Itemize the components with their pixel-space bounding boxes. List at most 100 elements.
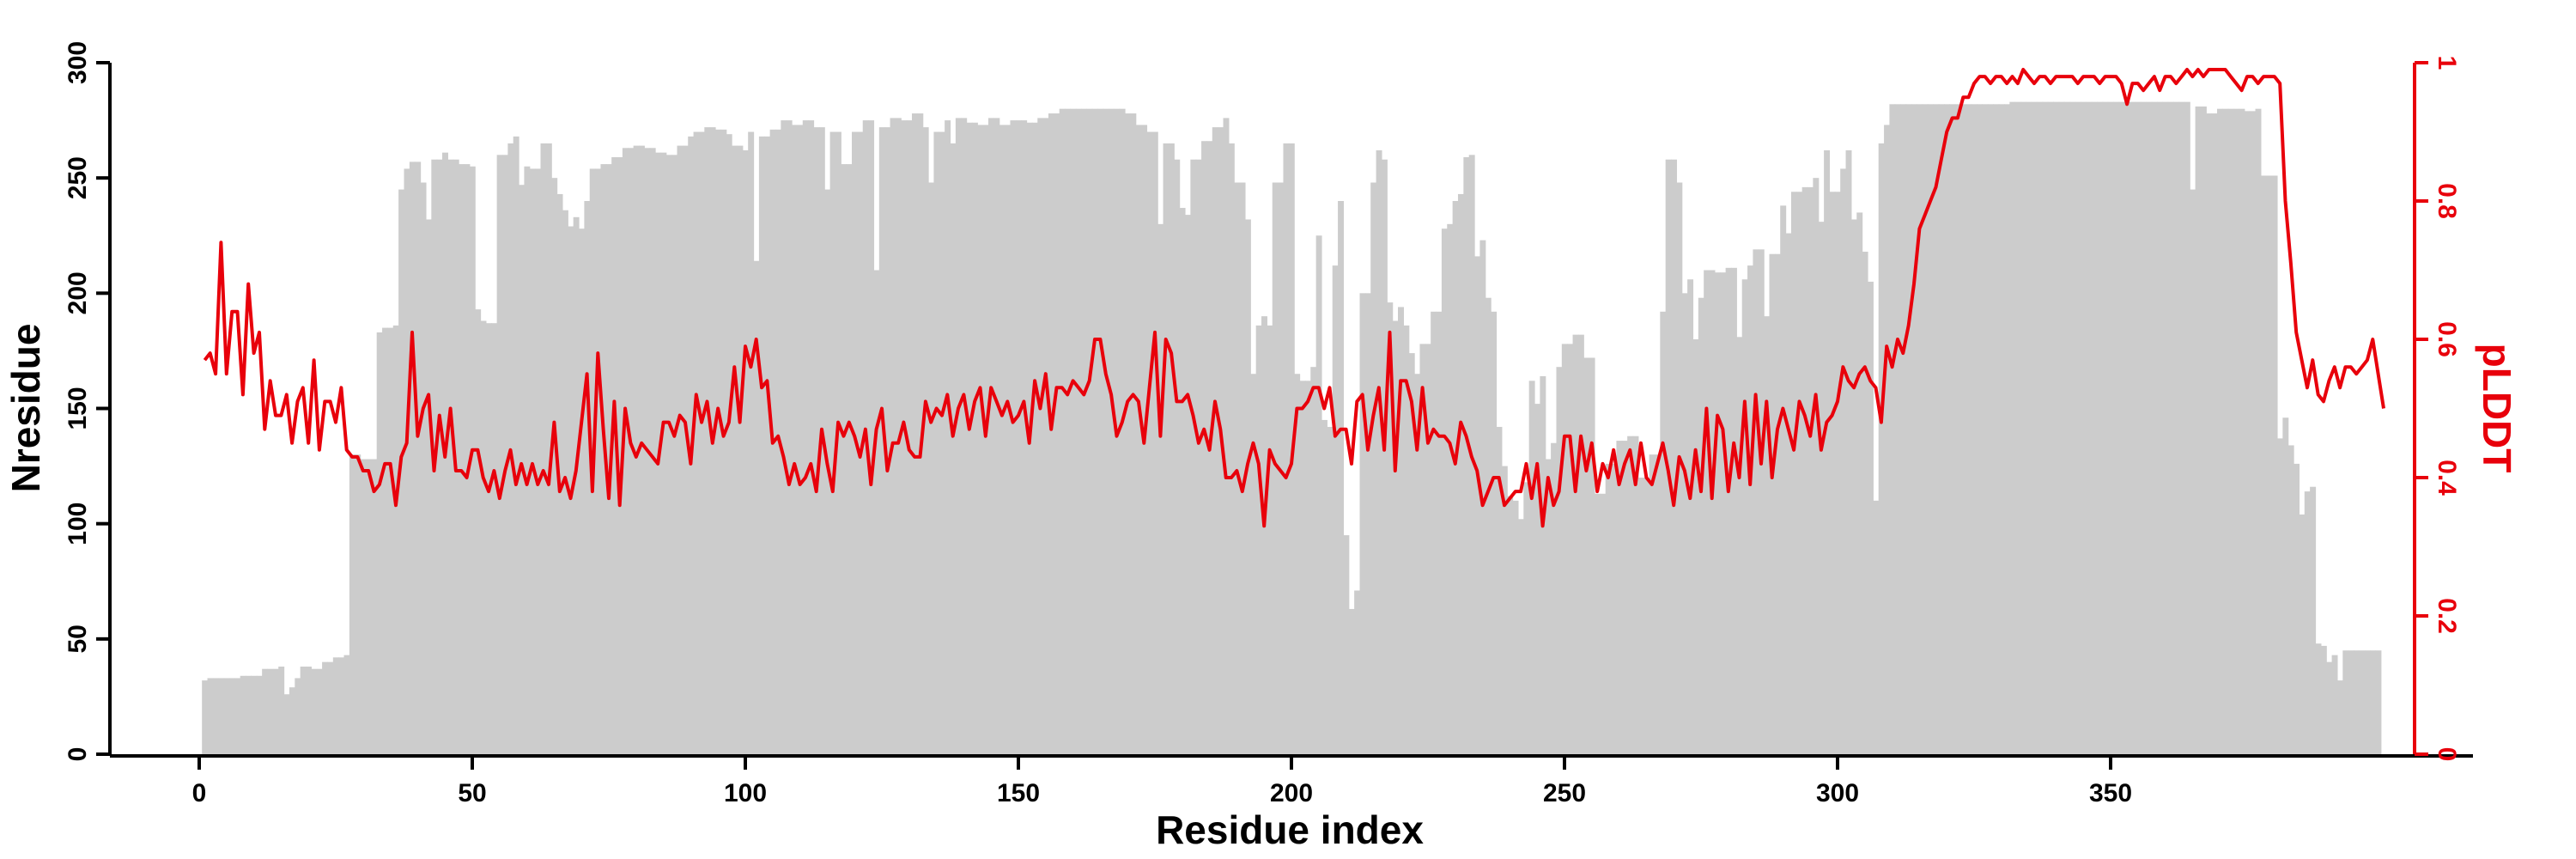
axes: 0 50 100 150 200 250 300 0 50 100 150 200 250 300 350 0…: [3, 41, 2519, 852]
nresidue-bar: [1212, 127, 1218, 754]
nresidue-bar: [496, 155, 503, 754]
nresidue-bar: [1190, 159, 1197, 754]
nresidue-bar: [1637, 478, 1644, 754]
nresidue-bar: [1005, 125, 1012, 754]
nresidue-bar: [1720, 272, 1727, 754]
x-tick-label: 50: [458, 779, 486, 807]
nresidue-bar: [2217, 108, 2223, 755]
nresidue-bar: [1338, 201, 1345, 754]
nresidue-bar: [2276, 438, 2283, 754]
nresidue-bar: [1561, 344, 1568, 754]
nresidue-bar: [365, 459, 372, 754]
nresidue-bar: [272, 668, 279, 754]
nresidue-bar: [1065, 108, 1072, 755]
nresidue-bar: [1457, 193, 1464, 754]
nresidue-bar: [2091, 101, 2098, 755]
plddt-line: [203, 68, 2385, 528]
nresidue-bar: [1736, 337, 1743, 754]
nresidue-bar: [1059, 108, 1066, 755]
nresidue-bar: [1954, 104, 1961, 755]
nresidue-bar: [338, 657, 345, 754]
nresidue-bar: [1654, 454, 1661, 754]
nresidue-bar: [1922, 104, 1929, 755]
nresidue-bar: [939, 131, 945, 754]
nresidue-bar: [1441, 228, 1448, 754]
nresidue-bar: [1021, 120, 1028, 754]
nresidue-bar: [1671, 159, 1677, 754]
nresidue-bar: [2310, 486, 2317, 754]
nresidue-bar: [1387, 302, 1394, 754]
nresidue-bar: [748, 131, 755, 754]
nresidue-bar: [524, 166, 531, 754]
nresidue-bar: [1927, 104, 1934, 755]
nresidue-bar: [1567, 344, 1574, 754]
nresidue-bar: [917, 113, 924, 754]
nresidue-bar: [311, 668, 318, 754]
nresidue-bar: [1611, 463, 1618, 754]
nresidue-bar: [982, 125, 989, 754]
nresidue-bar: [1507, 496, 1514, 754]
nresidue-bar: [1850, 219, 1857, 755]
nresidue-bar: [1179, 208, 1186, 755]
nresidue-bar: [1714, 272, 1721, 754]
nresidue-bar: [355, 454, 361, 754]
y2-tick-label: 0.8: [2433, 183, 2461, 219]
nresidue-bar: [1845, 149, 1852, 755]
nresidue-bar: [1086, 108, 1093, 755]
nresidue-bar: [835, 131, 841, 754]
nresidue-bar: [1698, 297, 1704, 754]
nresidue-bar: [720, 129, 727, 754]
nresidue-bar: [1130, 113, 1137, 754]
nresidue-bar: [551, 178, 558, 755]
nresidue-bar: [1960, 104, 1967, 755]
nresidue-bar: [1408, 353, 1415, 754]
nresidue-bar: [2107, 101, 2114, 755]
nresidue-bar: [1730, 267, 1737, 754]
nresidue-bar: [1321, 419, 1327, 754]
nresidue-bar: [649, 148, 656, 754]
nresidue-bar: [665, 155, 672, 754]
nresidue-bar: [1354, 590, 1361, 754]
nresidue-bar: [715, 129, 721, 754]
nresidue-bar: [682, 145, 689, 755]
nresidue-bar: [2271, 175, 2278, 755]
nresidue-bar: [1174, 159, 1181, 754]
nresidue-bar: [501, 155, 508, 754]
nresidue-bar: [1392, 320, 1399, 754]
nresidue-bar: [1616, 441, 1623, 754]
nresidue-bar: [977, 125, 984, 754]
nresidue-bar: [1725, 267, 1732, 754]
nresidue-bar: [611, 157, 618, 754]
nresidue-bar: [1310, 367, 1317, 754]
nresidue-bar: [2239, 108, 2245, 755]
nresidue-bar: [349, 454, 355, 754]
nresidue-bar: [2195, 106, 2202, 755]
nresidue-bar: [469, 166, 476, 754]
nresidue-bar: [425, 219, 432, 755]
nresidue-bar: [2042, 101, 2049, 755]
nresidue-bar: [573, 216, 580, 754]
nresidue-bar: [2140, 101, 2147, 755]
nresidue-bar: [1692, 339, 1699, 754]
nresidue-bar: [1223, 118, 1230, 754]
nresidue-bar: [529, 168, 536, 754]
nresidue-bar: [841, 164, 848, 754]
nresidue-bar: [2336, 680, 2343, 754]
nresidue-bar: [2244, 111, 2251, 755]
nresidue-bar: [1463, 157, 1470, 754]
nresidue-bar: [1769, 253, 1776, 755]
nresidue-bar: [2178, 101, 2185, 755]
nresidue-bar: [2282, 417, 2289, 754]
nresidue-bar: [447, 159, 454, 754]
nresidue-bar: [2375, 650, 2382, 754]
nresidue-bar: [2118, 101, 2125, 755]
nresidue-bar: [2304, 491, 2311, 754]
nresidue-bar: [202, 680, 209, 754]
nresidue-bar: [2200, 106, 2207, 755]
nresidue-bar: [878, 127, 885, 754]
nresidue-bar: [1501, 466, 1508, 754]
y2-axis-title: pLDDT: [2475, 344, 2519, 473]
nresidue-bar: [387, 327, 394, 754]
nresidue-bar: [1359, 293, 1366, 755]
nresidue-bar: [2063, 101, 2070, 755]
